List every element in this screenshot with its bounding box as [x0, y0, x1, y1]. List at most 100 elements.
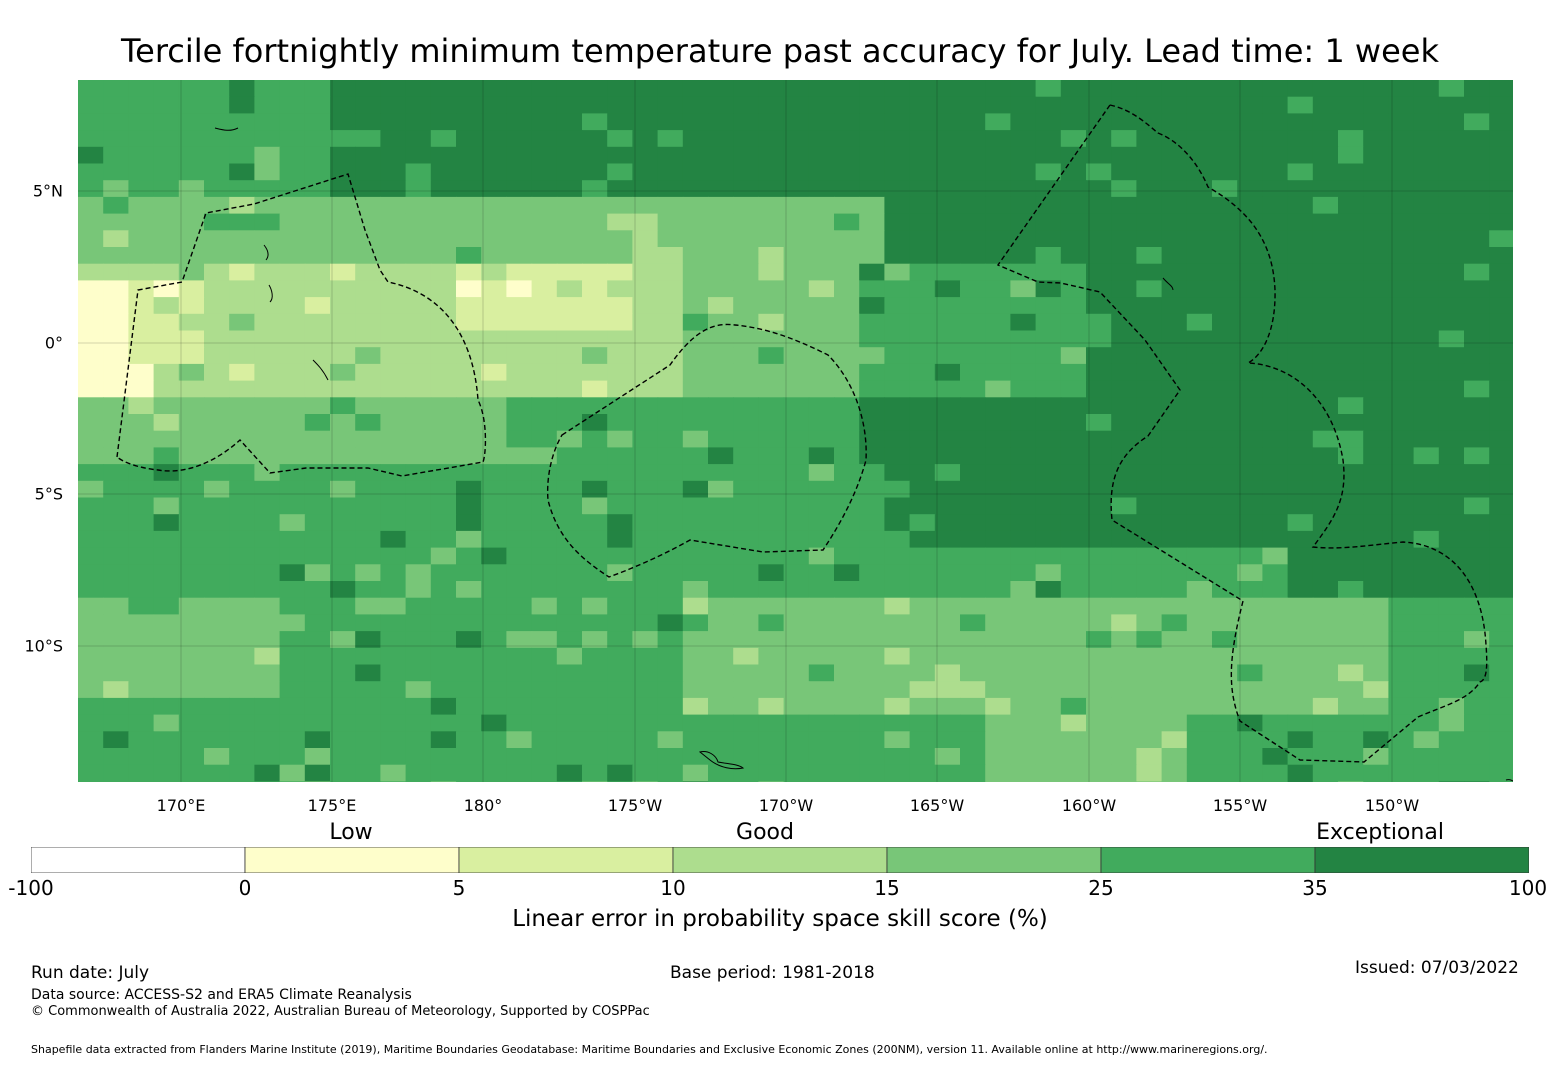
score-cell — [1388, 781, 1415, 782]
score-cell — [103, 547, 129, 565]
score-cell — [380, 647, 407, 666]
score-cell — [632, 414, 659, 432]
score-cell — [1312, 313, 1339, 332]
score-cell — [607, 263, 633, 281]
score-cell — [556, 163, 583, 181]
score-cell — [506, 697, 533, 716]
score-cell — [808, 447, 835, 465]
score-cell — [1464, 614, 1490, 632]
score-cell — [1438, 113, 1465, 131]
score-cell — [204, 697, 230, 716]
score-cell — [330, 681, 356, 699]
score-cell — [859, 347, 885, 365]
score-cell — [304, 564, 331, 582]
score-cell — [204, 748, 230, 766]
score-cell — [556, 196, 583, 215]
score-cell — [430, 497, 457, 515]
score-cell — [657, 80, 684, 98]
score-cell — [78, 731, 104, 749]
score-cell — [1312, 514, 1339, 532]
score-cell — [607, 363, 633, 382]
score-cell — [1489, 597, 1513, 615]
score-cell — [1338, 163, 1364, 181]
score-cell — [531, 146, 558, 165]
score-cell — [1111, 130, 1137, 148]
score-cell — [1086, 497, 1112, 515]
score-cell — [456, 530, 482, 549]
score-cell — [607, 213, 633, 231]
score-cell — [78, 96, 104, 114]
score-cell — [1287, 764, 1314, 782]
score-cell — [960, 714, 986, 732]
score-cell — [330, 263, 356, 281]
score-cell — [1262, 581, 1289, 599]
score-cell — [254, 530, 281, 549]
score-cell — [78, 163, 104, 181]
score-cell — [1035, 313, 1062, 332]
score-cell — [1489, 196, 1513, 215]
score-cell — [1136, 247, 1163, 265]
score-cell — [682, 497, 709, 515]
score-cell — [1186, 113, 1213, 131]
score-cell — [456, 480, 482, 499]
score-cell — [1186, 146, 1213, 165]
score-cell — [985, 697, 1011, 716]
score-cell — [884, 764, 911, 782]
score-cell — [934, 714, 961, 732]
score-cell — [1388, 430, 1415, 448]
score-cell — [204, 530, 230, 549]
score-cell — [78, 297, 104, 315]
score-cell — [1060, 414, 1087, 432]
score-cell — [1312, 397, 1339, 415]
score-cell — [708, 581, 734, 599]
score-cell — [1312, 497, 1339, 515]
score-cell — [607, 347, 633, 365]
score-cell — [481, 664, 507, 682]
score-cell — [304, 263, 331, 281]
score-cell — [808, 313, 835, 332]
score-cell — [582, 96, 608, 114]
score-cell — [632, 347, 659, 365]
score-cell — [304, 614, 331, 632]
score-cell — [330, 146, 356, 165]
score-cell — [1262, 397, 1289, 415]
score-cell — [657, 397, 684, 415]
score-cell — [632, 614, 659, 632]
score-cell — [1060, 714, 1087, 732]
score-cell — [78, 564, 104, 582]
score-cell — [1312, 347, 1339, 365]
score-cell — [834, 581, 860, 599]
score-cell — [1413, 213, 1440, 231]
score-cell — [430, 397, 457, 415]
score-cell — [783, 681, 810, 699]
score-cell — [128, 247, 155, 265]
score-cell — [1338, 414, 1364, 432]
score-cell — [229, 113, 255, 131]
score-cell — [808, 764, 835, 782]
score-cell — [682, 464, 709, 482]
score-cell — [430, 347, 457, 365]
score-cell — [1111, 347, 1137, 365]
score-cell — [330, 664, 356, 682]
score-cell — [1287, 297, 1314, 315]
score-cell — [808, 714, 835, 732]
score-cell — [834, 96, 860, 114]
score-cell — [254, 163, 281, 181]
score-cell — [204, 564, 230, 582]
score-cell — [1262, 96, 1289, 114]
score-cell — [279, 681, 306, 699]
score-cell — [985, 130, 1011, 148]
score-cell — [153, 297, 180, 315]
score-cell — [279, 764, 306, 782]
score-cell — [1111, 380, 1137, 398]
score-cell — [783, 764, 810, 782]
score-cell — [582, 414, 608, 432]
score-cell — [834, 497, 860, 515]
score-cell — [78, 614, 104, 632]
score-cell — [985, 330, 1011, 348]
score-cell — [481, 113, 507, 131]
score-cell — [204, 647, 230, 666]
score-cell — [783, 313, 810, 332]
score-cell — [834, 748, 860, 766]
score-cell — [1363, 597, 1389, 615]
